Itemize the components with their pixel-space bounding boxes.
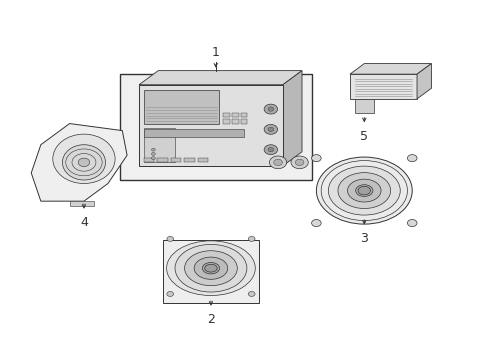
Text: 4: 4 [80, 216, 88, 229]
Bar [143, 90, 218, 124]
Ellipse shape [202, 262, 219, 274]
Bar [143, 158, 154, 162]
Ellipse shape [194, 257, 227, 279]
Circle shape [267, 148, 273, 152]
Circle shape [311, 220, 321, 226]
Polygon shape [139, 71, 302, 85]
Circle shape [151, 157, 155, 159]
Bar [139, 85, 282, 166]
Ellipse shape [347, 179, 380, 202]
Circle shape [264, 125, 277, 134]
Circle shape [264, 104, 277, 114]
Ellipse shape [175, 244, 246, 292]
Bar [223, 113, 230, 117]
Polygon shape [31, 123, 127, 201]
Text: 2: 2 [206, 313, 214, 327]
Circle shape [151, 153, 155, 155]
Circle shape [78, 158, 89, 167]
Circle shape [248, 292, 255, 296]
Bar [232, 119, 238, 124]
Polygon shape [349, 64, 430, 74]
Bar [232, 113, 238, 117]
Bar [143, 129, 244, 138]
Ellipse shape [327, 166, 399, 215]
Ellipse shape [337, 173, 390, 208]
Polygon shape [349, 74, 416, 99]
Ellipse shape [184, 251, 237, 286]
Text: 3: 3 [360, 232, 367, 245]
Circle shape [311, 154, 321, 162]
Circle shape [166, 237, 173, 242]
Bar [240, 113, 247, 117]
Ellipse shape [357, 186, 370, 195]
Ellipse shape [53, 134, 115, 184]
Text: 1: 1 [211, 46, 219, 59]
Circle shape [248, 237, 255, 242]
Bar [69, 201, 93, 207]
Circle shape [267, 107, 273, 111]
Bar [240, 119, 247, 124]
Ellipse shape [316, 157, 411, 224]
Polygon shape [282, 71, 302, 166]
Circle shape [166, 292, 173, 296]
Bar [163, 240, 258, 303]
Circle shape [267, 127, 273, 131]
Bar [197, 158, 208, 162]
Ellipse shape [355, 185, 372, 197]
Circle shape [407, 154, 416, 162]
Bar [157, 158, 167, 162]
Circle shape [269, 156, 286, 169]
Bar [170, 158, 181, 162]
Ellipse shape [166, 241, 255, 296]
Polygon shape [354, 99, 373, 113]
Circle shape [264, 145, 277, 154]
Circle shape [151, 148, 155, 151]
Polygon shape [416, 64, 430, 99]
Circle shape [407, 220, 416, 226]
Bar [223, 119, 230, 124]
Ellipse shape [204, 264, 217, 272]
Bar [184, 158, 194, 162]
Circle shape [295, 159, 304, 166]
Ellipse shape [62, 145, 105, 180]
Circle shape [273, 159, 282, 166]
Text: 5: 5 [360, 130, 367, 143]
Circle shape [290, 156, 307, 169]
Bar [143, 128, 175, 162]
Bar [120, 74, 311, 180]
